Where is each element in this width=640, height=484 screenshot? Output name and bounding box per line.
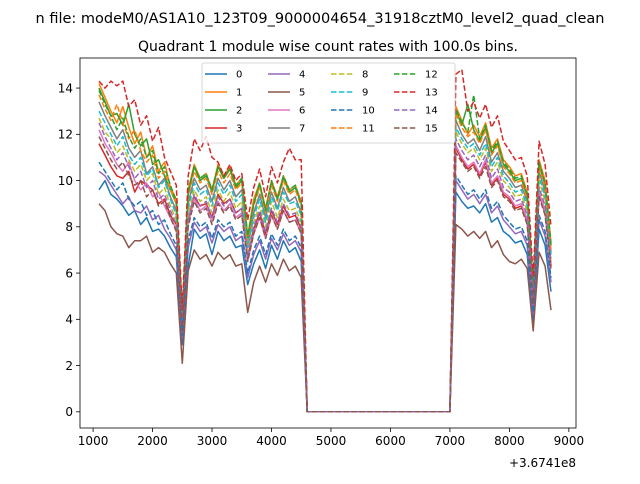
- legend-label-4: 4: [299, 70, 305, 81]
- x-tick-label: 9000: [554, 434, 585, 448]
- x-offset-label: +3.6741e8: [509, 456, 576, 470]
- x-tick-label: 3000: [197, 434, 228, 448]
- y-tick-label: 10: [58, 174, 73, 188]
- legend-label-13: 13: [425, 88, 438, 99]
- x-axis: 1000 2000 3000 4000 5000 6000 7000 8000 9000: [78, 428, 584, 448]
- series-layer: [98, 68, 552, 413]
- legend-label-6: 6: [299, 106, 305, 117]
- y-tick-label: 4: [65, 313, 73, 327]
- x-tick-label: 4000: [256, 434, 287, 448]
- legend-label-2: 2: [236, 106, 242, 117]
- legend-label-3: 3: [236, 124, 242, 135]
- series-line-9: [98, 110, 552, 413]
- series-line-15: [98, 136, 552, 413]
- legend-label-15: 15: [425, 124, 438, 135]
- legend-label-8: 8: [362, 70, 368, 81]
- legend-label-9: 9: [362, 88, 368, 99]
- y-tick-label: 2: [65, 359, 73, 373]
- y-tick-label: 14: [58, 81, 73, 95]
- legend-frame: [201, 62, 456, 144]
- figure-suptitle: n file: modeM0/AS1A10_123T09_9000004654_…: [36, 11, 605, 27]
- legend-label-12: 12: [425, 70, 438, 81]
- series-line-8: [98, 117, 552, 413]
- x-tick-label: 5000: [316, 434, 347, 448]
- legend-label-11: 11: [362, 124, 375, 135]
- legend-label-14: 14: [425, 106, 438, 117]
- y-tick-label: 0: [65, 405, 73, 419]
- x-tick-label: 2000: [137, 434, 168, 448]
- legend-label-1: 1: [236, 88, 242, 99]
- x-tick-label: 1000: [78, 434, 109, 448]
- y-axis: 0 2 4 6 8 10 12 14: [58, 81, 80, 419]
- series-line-10: [98, 161, 552, 413]
- legend-label-7: 7: [299, 124, 305, 135]
- chart-title: Quadrant 1 module wise count rates with …: [138, 39, 518, 55]
- legend-label-0: 0: [236, 70, 242, 81]
- x-tick-label: 8000: [494, 434, 525, 448]
- legend-label-10: 10: [362, 106, 375, 117]
- x-tick-label: 7000: [435, 434, 466, 448]
- y-tick-label: 6: [65, 266, 73, 280]
- x-tick-label: 6000: [375, 434, 406, 448]
- y-tick-label: 12: [58, 128, 73, 142]
- y-tick-label: 8: [65, 220, 73, 234]
- legend-label-5: 5: [299, 88, 305, 99]
- plot-area-frame: [79, 57, 577, 429]
